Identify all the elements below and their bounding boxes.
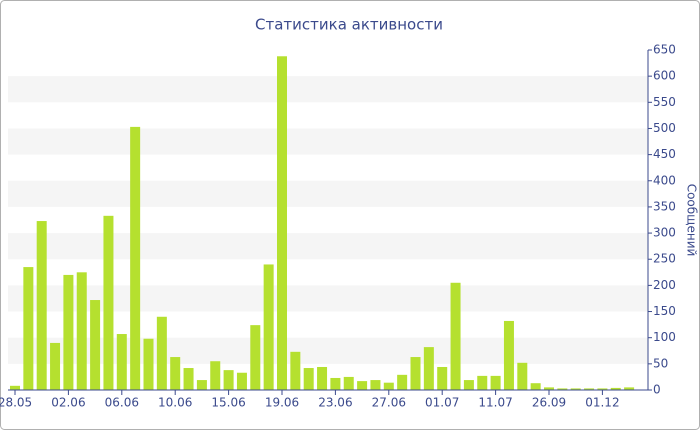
bar — [450, 282, 461, 390]
bar — [343, 376, 354, 390]
bar — [277, 56, 287, 391]
bar — [383, 382, 394, 390]
bar — [143, 338, 154, 390]
bar — [223, 370, 234, 390]
x-tick-label: 06.06 — [105, 396, 139, 410]
bar — [156, 316, 167, 390]
x-tick-label: 10.06 — [158, 396, 192, 410]
x-tick-label: 28.05 — [0, 396, 32, 410]
y-tick-label: 400 — [653, 173, 676, 187]
bar — [357, 381, 368, 390]
bar — [290, 351, 301, 390]
y-tick-label: 100 — [653, 330, 676, 344]
y-tick-label: 600 — [653, 69, 676, 83]
bar — [557, 388, 568, 390]
y-tick-label: 650 — [653, 43, 676, 57]
x-tick-label: 23.06 — [318, 396, 352, 410]
y-tick-label: 0 — [653, 383, 661, 397]
bar — [210, 361, 221, 390]
bar — [116, 334, 127, 390]
y-tick-label: 500 — [653, 121, 676, 135]
bar — [530, 383, 541, 390]
bar — [103, 215, 114, 390]
bar — [10, 385, 20, 390]
bar — [196, 380, 207, 390]
bar — [503, 320, 514, 390]
bar — [410, 357, 421, 390]
bar — [183, 368, 194, 390]
bar — [130, 126, 141, 391]
bar — [597, 388, 608, 390]
bar — [610, 387, 621, 390]
bar — [463, 380, 474, 390]
y-tick-label: 300 — [653, 226, 676, 240]
y-tick-label: 150 — [653, 304, 676, 318]
bar — [330, 377, 341, 390]
grid-band — [8, 337, 648, 364]
y-tick-label: 550 — [653, 95, 676, 109]
bar — [624, 387, 635, 390]
x-tick-label: 01.07 — [425, 396, 459, 410]
y-tick-label: 250 — [653, 252, 676, 266]
y-tick-label: 200 — [653, 278, 676, 292]
bar — [236, 372, 247, 390]
grid-band — [8, 233, 648, 260]
grid-band — [8, 285, 648, 312]
bar — [517, 362, 528, 390]
bar — [437, 366, 448, 390]
bar — [423, 347, 434, 390]
bar — [570, 388, 581, 390]
x-tick-label: 26.09 — [532, 396, 566, 410]
bar — [63, 274, 74, 390]
bar — [317, 366, 328, 390]
grid-band — [8, 128, 648, 155]
bar — [477, 375, 488, 390]
bar — [36, 221, 47, 390]
x-tick-label: 02.06 — [51, 396, 85, 410]
x-tick-label: 19.06 — [265, 396, 299, 410]
bar — [263, 264, 274, 390]
grid-band — [8, 76, 648, 103]
x-tick-label: 01.12 — [585, 396, 619, 410]
y-tick-label: 350 — [653, 199, 676, 213]
x-tick-label: 27.06 — [372, 396, 406, 410]
bar — [250, 325, 261, 390]
y-tick-label: 50 — [653, 356, 668, 370]
bar — [76, 272, 87, 390]
bar — [584, 388, 595, 390]
chart-title: Статистика активности — [255, 16, 443, 34]
x-tick-label: 15.06 — [211, 396, 245, 410]
bar — [170, 357, 181, 390]
y-tick-label: 450 — [653, 147, 676, 161]
x-tick-label: 11.07 — [478, 396, 512, 410]
y-axis-title: Сообщений — [685, 184, 699, 257]
bar — [23, 267, 34, 390]
bar — [370, 380, 381, 390]
bar — [303, 368, 314, 390]
bar — [90, 300, 101, 390]
bar — [490, 375, 501, 390]
bar — [50, 342, 61, 390]
bar — [544, 387, 554, 390]
bar — [397, 374, 408, 390]
grid-band — [8, 180, 648, 207]
